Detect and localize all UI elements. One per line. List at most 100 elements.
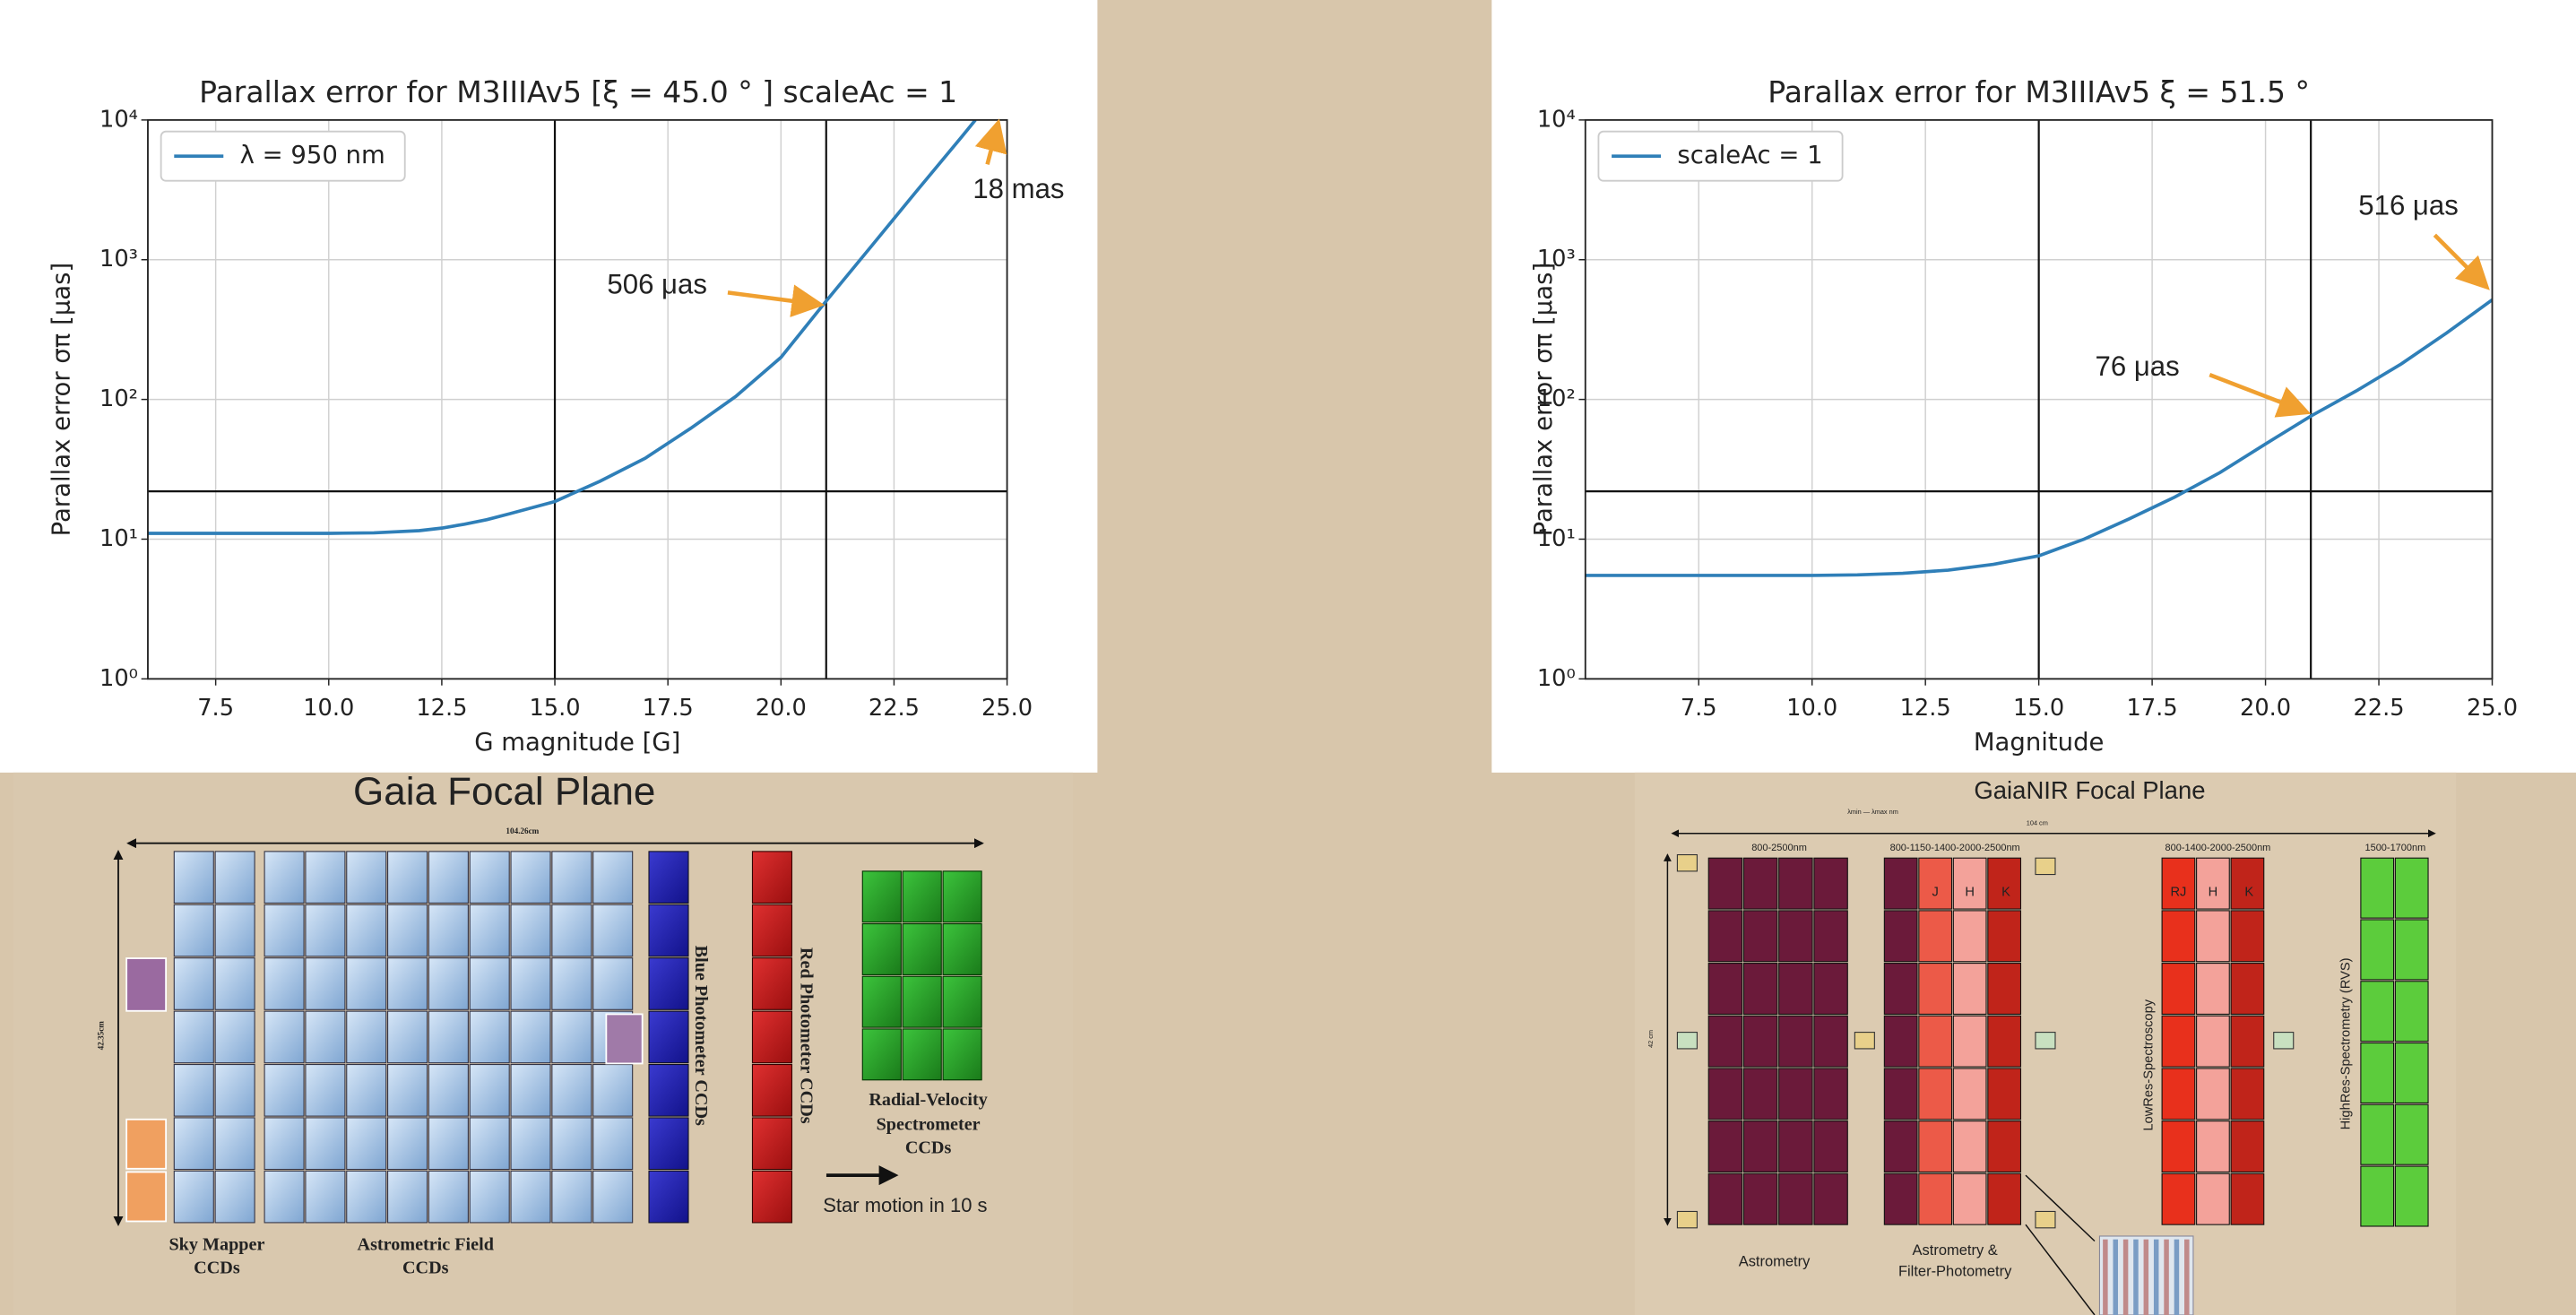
data-line bbox=[1585, 298, 2493, 577]
x-tick-label: 7.5 bbox=[197, 695, 234, 722]
sky-mapper-ccd bbox=[214, 1170, 255, 1224]
astrometric-ccd bbox=[428, 1117, 469, 1171]
y-tick-label: 10⁴ bbox=[1537, 106, 1576, 133]
zoom-stripe bbox=[2122, 1239, 2129, 1315]
astrometric-ccd bbox=[469, 851, 510, 904]
astrometric-ccd bbox=[264, 851, 305, 904]
blue-photometer-ccd bbox=[648, 851, 689, 904]
x-tick-label: 20.0 bbox=[756, 695, 807, 722]
diagram-label: Astrometry & bbox=[1913, 1242, 1998, 1259]
astrometric-ccd bbox=[387, 1010, 428, 1064]
rvs-ccd bbox=[2360, 857, 2395, 919]
zoom-stripe bbox=[2103, 1239, 2108, 1315]
astrometric-ccd bbox=[305, 1010, 346, 1064]
astrometric-ccd bbox=[305, 904, 346, 957]
x-tick-label: 12.5 bbox=[1900, 695, 1951, 722]
h-band-ccd bbox=[1952, 1172, 1987, 1225]
astrometry-ccd bbox=[1778, 1015, 1813, 1068]
legend-label: λ = 950 nm bbox=[240, 141, 385, 169]
j-band-ccd bbox=[1918, 857, 1953, 910]
data-line bbox=[147, 119, 977, 535]
rvs-ccd bbox=[942, 1028, 982, 1081]
red-photometer-ccd bbox=[751, 1117, 793, 1171]
astrometry-ccd bbox=[1883, 857, 1918, 910]
blue-photometer-ccd bbox=[648, 1010, 689, 1064]
rvs-ccd bbox=[861, 975, 902, 1028]
j-band-ccd bbox=[1918, 910, 1953, 963]
y-tick-label: 10² bbox=[1537, 385, 1576, 412]
sensor-box bbox=[605, 1013, 644, 1065]
diagram-label: GaiaNIR Focal Plane bbox=[1974, 776, 2205, 804]
legend-box bbox=[1597, 130, 1844, 182]
rvs-ccd bbox=[2394, 981, 2429, 1042]
astrometric-ccd bbox=[346, 851, 387, 904]
zoom-stripe bbox=[2153, 1239, 2159, 1315]
astrometric-ccd bbox=[387, 904, 428, 957]
astrometric-ccd bbox=[469, 904, 510, 957]
astrometric-ccd bbox=[305, 957, 346, 1010]
chart-panel bbox=[0, 0, 1098, 773]
sky-mapper-ccd bbox=[173, 904, 214, 957]
annotation-arrow bbox=[974, 118, 1007, 165]
h-band-ccd bbox=[2196, 1068, 2230, 1120]
diagram-label: Red Photometer CCDs bbox=[797, 947, 817, 1124]
red-photometer-ccd bbox=[751, 851, 793, 904]
sensor-box bbox=[125, 957, 168, 1012]
astrometry-ccd bbox=[1742, 963, 1778, 1015]
astrometry-ccd bbox=[1707, 1015, 1743, 1068]
rvs-ccd bbox=[2360, 919, 2395, 981]
astrometry-ccd bbox=[1742, 1015, 1778, 1068]
x-tick-label: 22.5 bbox=[869, 695, 920, 722]
blue-photometer-ccd bbox=[648, 1063, 689, 1117]
y-tick-label: 10⁰ bbox=[99, 665, 138, 692]
sensor-box bbox=[2035, 1210, 2056, 1229]
diagram-label: 800-1400-2000-2500nm bbox=[2165, 843, 2271, 853]
astrometric-ccd bbox=[551, 851, 592, 904]
sensor-box bbox=[2035, 857, 2056, 876]
astrometry-ccd bbox=[1883, 963, 1918, 1015]
chart-title: Parallax error for M3IIIAv5 ξ = 51.5 ° bbox=[1768, 74, 2310, 109]
zoom-stripe bbox=[2184, 1239, 2190, 1315]
diagram-label: CCDs bbox=[194, 1258, 240, 1277]
red-photometer-ccd bbox=[751, 904, 793, 957]
astrometry-ccd bbox=[1742, 1120, 1778, 1173]
h-band-ccd bbox=[1952, 1120, 1987, 1173]
astrometric-ccd bbox=[387, 1117, 428, 1171]
astrometric-ccd bbox=[346, 1010, 387, 1064]
astrometric-ccd bbox=[305, 1170, 346, 1224]
astrometric-ccd bbox=[264, 1063, 305, 1117]
k-band-ccd bbox=[1987, 857, 2022, 910]
sky-mapper-ccd bbox=[214, 904, 255, 957]
sensor-box bbox=[125, 1171, 168, 1223]
astrometric-ccd bbox=[551, 1063, 592, 1117]
diagram-label: Star motion in 10 s bbox=[823, 1194, 987, 1216]
zoom-stripe bbox=[2143, 1239, 2149, 1315]
h-band-ccd bbox=[2196, 1172, 2230, 1225]
astrometric-ccd bbox=[428, 1063, 469, 1117]
diagram-label: LowRes-Spectroscopy bbox=[2141, 999, 2156, 1130]
astrometric-ccd bbox=[428, 1010, 469, 1064]
astrometric-ccd bbox=[346, 957, 387, 1010]
h-band-ccd bbox=[1952, 1068, 1987, 1120]
rj-band-ccd bbox=[2161, 1172, 2196, 1225]
k-band-ccd bbox=[2230, 1015, 2265, 1068]
astrometric-ccd bbox=[346, 1063, 387, 1117]
diagram-label: 104 cm bbox=[2027, 819, 2048, 827]
j-band-ccd bbox=[1918, 1120, 1953, 1173]
legend-box bbox=[160, 130, 406, 182]
k-band-ccd bbox=[2230, 857, 2265, 910]
k-band-ccd bbox=[2230, 963, 2265, 1015]
annotation: 76 μas bbox=[2096, 350, 2180, 382]
rvs-ccd bbox=[942, 870, 982, 923]
astrometric-ccd bbox=[469, 1010, 510, 1064]
astrometric-ccd bbox=[264, 1010, 305, 1064]
x-tick-label: 17.5 bbox=[2127, 695, 2178, 722]
annotation: 506 μas bbox=[607, 268, 706, 299]
zoom-stripe bbox=[2174, 1239, 2180, 1315]
rvs-ccd bbox=[2360, 1165, 2395, 1227]
diagram-label: Gaia Focal Plane bbox=[353, 769, 655, 813]
y-tick-label: 10⁴ bbox=[99, 106, 138, 133]
astrometric-ccd bbox=[346, 904, 387, 957]
astrometry-ccd bbox=[1813, 1015, 1848, 1068]
